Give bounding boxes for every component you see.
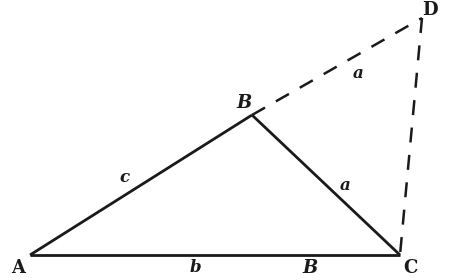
Text: B: B bbox=[302, 259, 318, 277]
Text: C: C bbox=[403, 259, 417, 277]
Text: c: c bbox=[120, 169, 130, 186]
Text: a: a bbox=[353, 64, 364, 81]
Text: D: D bbox=[422, 1, 438, 19]
Text: B: B bbox=[236, 94, 252, 112]
Text: A: A bbox=[11, 259, 25, 277]
Text: a: a bbox=[340, 176, 351, 193]
Text: b: b bbox=[189, 260, 201, 277]
